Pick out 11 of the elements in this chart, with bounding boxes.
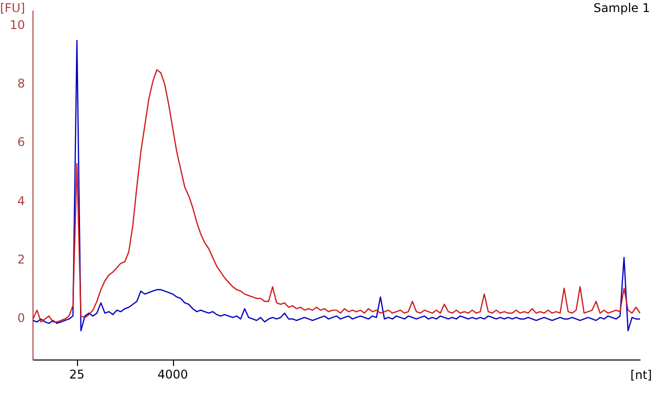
y-tick-label: 8 [17, 76, 25, 91]
x-tick-label: 25 [69, 367, 85, 382]
y-tick-label: 4 [17, 194, 25, 208]
y-axis-title: [FU] [0, 1, 26, 16]
x-tick-label: 4000 [157, 367, 188, 382]
y-tick-label: 0 [17, 311, 25, 326]
x-axis-title: [nt] [630, 368, 652, 382]
y-tick-label: 10 [10, 18, 25, 32]
y-tick-label: 2 [17, 252, 25, 266]
y-tick-label: 6 [17, 135, 25, 150]
chart-title: Sample 1 [594, 1, 650, 16]
